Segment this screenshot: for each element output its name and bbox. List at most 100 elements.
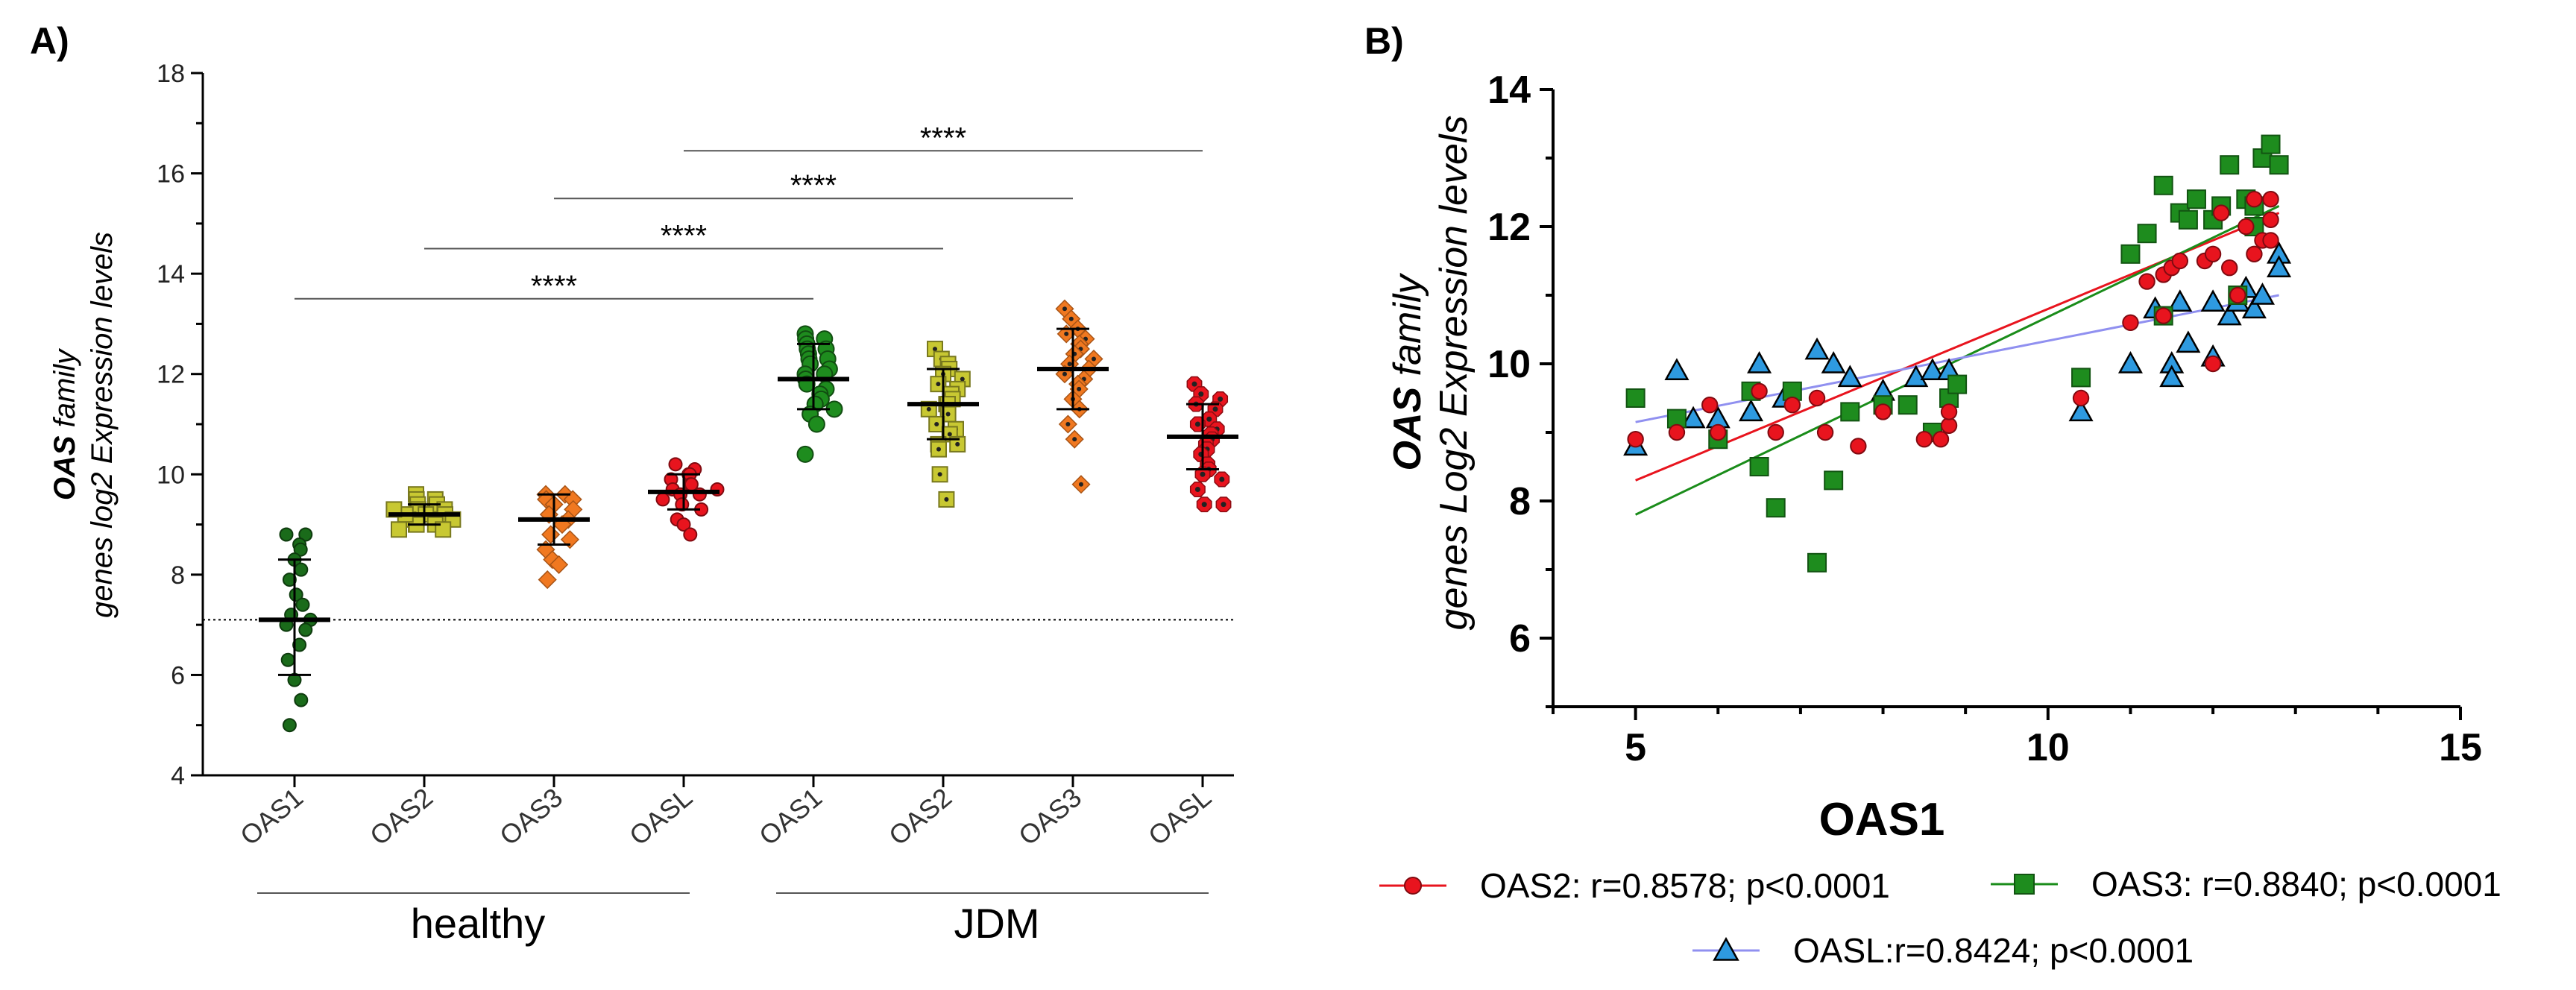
panel-b-label: B) — [1364, 20, 1404, 62]
panel-b-point — [2267, 255, 2292, 277]
panel-a-point-dot — [937, 472, 942, 477]
panel-b-point-shape — [1625, 388, 1646, 408]
panel-a-group-labels: healthy JDM — [257, 892, 1209, 947]
panel-a-point — [928, 416, 945, 432]
panel-b-point — [2176, 330, 2201, 353]
panel-b-y-tick-label: 6 — [1509, 617, 1531, 660]
panel-a-point — [295, 597, 310, 612]
panel-b-point-shape — [2137, 224, 2157, 244]
panel-b-point — [2122, 314, 2139, 331]
panel-b-point — [2138, 273, 2155, 290]
panel-a-point — [931, 466, 948, 483]
panel-a-series-7 — [1167, 376, 1238, 513]
panel-b-point — [2171, 252, 2189, 270]
panel-b-point — [2072, 389, 2090, 407]
panel-a-group-label: healthy — [411, 900, 546, 947]
panel-a-label: A) — [30, 20, 69, 62]
panel-b-x-tick-label: 15 — [2439, 726, 2482, 769]
panel-a-category-label: OASL — [623, 782, 698, 851]
panel-b-point — [2212, 204, 2230, 221]
panel-b-point — [2217, 303, 2242, 326]
panel-a-point-dot — [936, 447, 941, 452]
panel-a-significance-label: **** — [531, 270, 577, 303]
panel-b-point — [2117, 351, 2143, 373]
panel-a-series-2 — [518, 485, 590, 590]
panel-a-point — [435, 521, 452, 538]
panel-b-point — [2238, 218, 2255, 236]
panel-b-point-shape — [2071, 368, 2091, 388]
panel-b-point-shape — [1766, 498, 1786, 518]
legend-swatch-marker — [2014, 874, 2035, 895]
panel-b-point — [1766, 498, 1786, 518]
panel-b-point — [1627, 431, 1644, 448]
panel-b-ylabel-rest: family — [1386, 273, 1429, 387]
panel-a-y-axis-label: OAS family genes log2 Expression levels — [48, 232, 119, 618]
panel-a-significance-label: **** — [661, 220, 707, 253]
panel-a-point-dot — [1079, 482, 1083, 487]
panel-b-legend-item-oas3: OAS3: r=0.8840; p<0.0001 — [1991, 865, 2501, 904]
panel-a-category-label: OAS1 — [234, 782, 309, 851]
panel-b-point — [1668, 423, 1686, 441]
panel-b-point-shape — [2261, 134, 2281, 154]
panel-a-point — [1071, 475, 1091, 494]
panel-b-point-shape — [2269, 155, 2289, 175]
panel-a-point — [1065, 429, 1084, 449]
panel-a-point-dot — [960, 376, 965, 382]
panel-b-point — [1808, 389, 1826, 407]
panel-b-point — [1898, 395, 1918, 415]
panel-b-y-tick-label: 10 — [1487, 343, 1531, 386]
legend-swatch-marker-shape — [2014, 874, 2035, 895]
panel-b-x-tick-label: 10 — [2027, 726, 2070, 769]
panel-b-point — [2262, 211, 2279, 228]
panel-b-point — [2068, 399, 2094, 422]
panel-a-point-dot — [926, 406, 931, 412]
panel-a-series-1 — [385, 486, 462, 538]
panel-b-point-shape — [2186, 189, 2206, 209]
panel-a-point-dot — [1194, 421, 1200, 427]
panel-b-point — [1903, 365, 1929, 388]
panel-b-fit-oas3 — [1634, 205, 2280, 516]
panel-b-point — [2220, 155, 2240, 175]
panel-a-ylabel-rest: family — [48, 347, 81, 436]
panel-b-point-shape — [1947, 374, 1968, 394]
legend-label: OASL:r=0.8424; p<0.0001 — [1793, 931, 2194, 970]
panel-a-point — [938, 491, 955, 508]
panel-a-ylabel-line2: genes log2 Expression levels — [86, 232, 119, 618]
panel-a-point-shape — [435, 521, 452, 538]
panel-b-series-oasl — [1623, 241, 2292, 456]
panel-b-point — [2229, 286, 2246, 304]
panel-a-group-label: JDM — [954, 900, 1039, 947]
panel-a-point — [541, 525, 561, 544]
panel-a-point-dot — [1065, 422, 1071, 426]
panel-a-point-dot — [934, 422, 939, 426]
panel-a-series-0 — [259, 527, 330, 733]
panel-a-point-dot — [1072, 437, 1077, 442]
panel-b-point — [1850, 438, 1867, 455]
panel-a-category-label: OAS3 — [1013, 782, 1087, 851]
panel-a-point-dot — [1201, 502, 1207, 508]
panel-a-series-4 — [778, 325, 849, 463]
panel-b-regression-lines — [1634, 205, 2280, 516]
panel-a-category-labels: OAS1 OAS2 OAS3 OASL OAS1 OAS2 OAS3 OASL — [234, 782, 1217, 851]
panel-b-legend-item-oas2: OAS2: r=0.8578; p<0.0001 — [1379, 866, 1890, 905]
panel-a-point-shape — [549, 555, 569, 574]
panel-b-ylabel-line2: genes Log2 Expression levels — [1432, 116, 1476, 631]
panel-a-point-dot — [1198, 391, 1204, 397]
panel-a-point — [549, 555, 569, 574]
panel-b-point — [2269, 155, 2289, 175]
panel-b-point — [2262, 232, 2279, 249]
panel-b-point — [2246, 245, 2263, 262]
panel-a-point — [1215, 496, 1232, 513]
panel-b-point — [2159, 365, 2185, 388]
panel-a-y-tick-label: 8 — [171, 561, 185, 590]
panel-a-point-dot — [1212, 406, 1218, 412]
panel-a-point — [280, 652, 295, 667]
panel-b-point — [1915, 431, 1933, 448]
panel-b-point — [2120, 244, 2141, 264]
panel-b-point — [1824, 470, 1844, 491]
panel-b-point — [2155, 307, 2172, 324]
panel-b-point-shape — [2178, 209, 2198, 230]
panel-a-series-3 — [648, 457, 725, 542]
panel-b-series-oas3 — [1625, 134, 2289, 573]
panel-b-point — [1821, 351, 1846, 373]
